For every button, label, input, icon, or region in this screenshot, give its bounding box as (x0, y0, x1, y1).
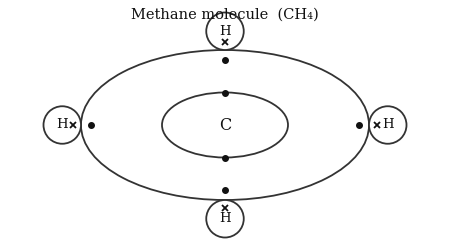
Text: H: H (382, 118, 394, 132)
Circle shape (44, 106, 81, 144)
Text: H: H (219, 25, 231, 38)
Circle shape (369, 106, 406, 144)
Text: H: H (56, 118, 68, 132)
Circle shape (206, 12, 244, 50)
Text: C: C (219, 116, 231, 134)
Circle shape (206, 200, 244, 237)
Text: Methane molecule  (CH₄): Methane molecule (CH₄) (131, 8, 319, 22)
Text: H: H (219, 212, 231, 225)
